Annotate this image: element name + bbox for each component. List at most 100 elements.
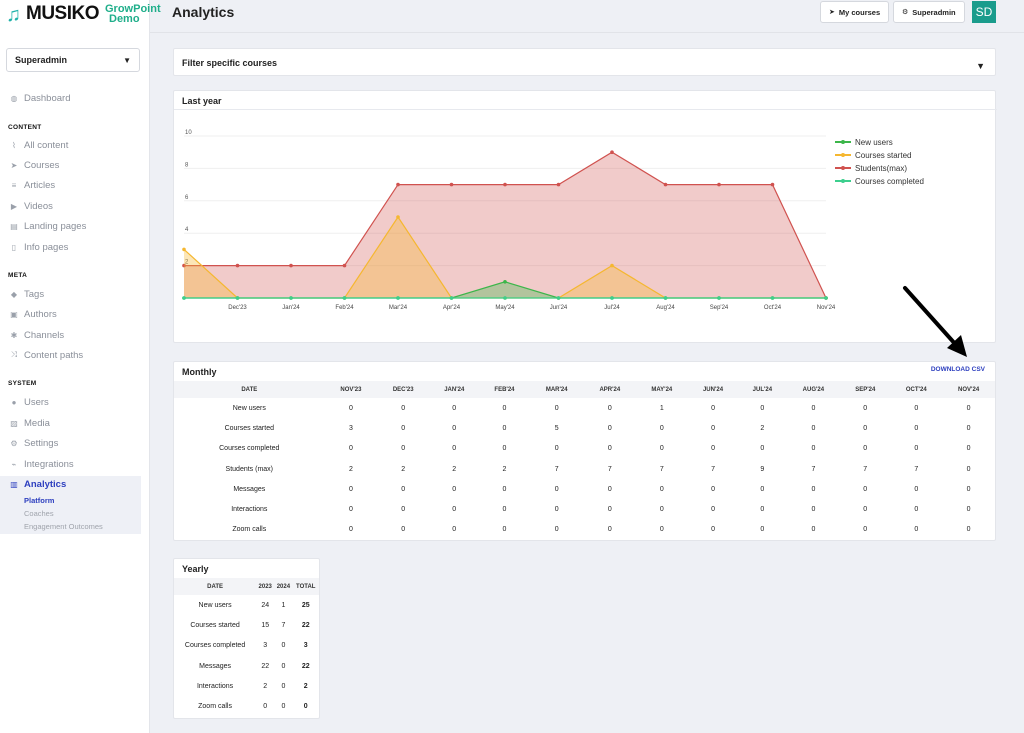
sidebar-item-label: Media	[24, 417, 50, 429]
x-tick-label: Apr'24	[443, 305, 461, 311]
data-point	[449, 296, 454, 300]
sidebar-item-dashboard[interactable]: ◍ Dashboard	[8, 91, 71, 105]
table-cell: 0	[659, 445, 664, 453]
row-label: Courses completed	[219, 445, 280, 453]
superadmin-label: Superadmin	[912, 7, 956, 17]
data-point	[556, 296, 561, 300]
column-header: TOTAL	[292, 578, 319, 595]
table-cell: 0	[607, 404, 612, 412]
sidebar-subitem-platform[interactable]: Platform	[24, 496, 55, 505]
sidebar-item-content-paths[interactable]: ⤨ Content paths	[8, 348, 83, 362]
table-cell: 0	[760, 445, 765, 453]
table-cell: 0	[263, 703, 268, 711]
column-header: 2023	[256, 578, 275, 595]
table-cell: 0	[711, 506, 715, 514]
table-cell: 1	[659, 404, 664, 412]
sidebar-item-authors[interactable]: ▣ Authors	[8, 307, 57, 321]
sidebar-item-courses[interactable]: ➤ Courses	[8, 158, 60, 172]
table-cell: 0	[711, 526, 715, 534]
active-nav-highlight	[0, 476, 141, 534]
table-cell: 0	[966, 424, 971, 432]
table-cell: 0	[452, 404, 457, 412]
role-select[interactable]: Superadmin ▼	[6, 48, 140, 72]
table-cell: 0	[401, 404, 406, 412]
row-label: Zoom calls	[198, 703, 232, 711]
column-header: MAY'24	[635, 381, 688, 398]
table-cell: 0	[281, 642, 286, 650]
data-point	[770, 182, 775, 187]
sidebar-item-tags[interactable]: ◆ Tags	[8, 287, 44, 301]
section-meta-heading: META	[8, 272, 28, 279]
data-point	[182, 263, 186, 268]
sidebar-item-info-pages[interactable]: ▯ Info pages	[8, 240, 69, 254]
row-label: Interactions	[196, 682, 234, 690]
data-point	[610, 263, 614, 268]
table-cell: 0	[303, 703, 308, 711]
sidebar-item-landing-pages[interactable]: ▤ Landing pages	[8, 219, 86, 233]
table-cell: 0	[281, 682, 286, 690]
table-cell: 0	[348, 485, 353, 493]
filter-courses-dropdown[interactable]: Filter specific courses ▼	[173, 48, 996, 76]
data-point	[342, 263, 347, 268]
table-cell: 0	[760, 506, 765, 514]
table-cell: 22	[301, 662, 310, 670]
table-row: New users 24 1 25	[174, 595, 319, 615]
sidebar-item-all-content[interactable]: ⌇ All content	[8, 138, 68, 152]
table-row: Students (max) 2 2 2 2 7 7 7 7 9 7 7 7 0	[174, 459, 995, 479]
row-label: Zoom calls	[232, 526, 267, 534]
download-csv-link[interactable]: DOWNLOAD CSV	[930, 366, 985, 373]
table-row: Courses started 3 0 0 0 5 0 0 0 2 0 0 0 0	[174, 418, 995, 438]
sidebar-item-settings[interactable]: ⚙ Settings	[8, 436, 58, 450]
table-cell: 0	[281, 703, 286, 711]
sidebar-item-channels[interactable]: ✱ Channels	[8, 328, 65, 342]
sidebar-item-label: Analytics	[24, 478, 67, 490]
my-courses-button[interactable]: ➤ My courses	[820, 1, 890, 23]
superadmin-button[interactable]: ⚙ Superadmin	[893, 1, 965, 23]
table-cell: 7	[607, 465, 612, 473]
rss-icon: ⌇	[12, 140, 16, 150]
table-header-row: DATE 2023 2024 TOTAL	[174, 578, 319, 595]
column-header: NOV'23	[324, 381, 378, 398]
avatar[interactable]: SD	[972, 1, 996, 23]
table-cell: 5	[554, 424, 559, 432]
legend-label: Students(max)	[855, 164, 907, 173]
asterisk-icon: ✱	[10, 330, 18, 340]
table-cell: 0	[760, 526, 765, 534]
brand-logo[interactable]: ♫ MUSIKO GrowPoint Demo	[6, 2, 161, 28]
sidebar-item-integrations[interactable]: ⌁ Integrations	[8, 457, 74, 471]
x-tick-label: Jun'24	[550, 305, 568, 311]
chevron-down-icon: ▼	[976, 61, 985, 71]
table-cell: 0	[914, 404, 919, 412]
sidebar-subitem-engagement-outcomes[interactable]: Engagement Outcomes	[24, 522, 103, 531]
play-icon: ▶	[10, 201, 18, 211]
table-cell: 0	[502, 485, 507, 493]
table-cell: 2	[502, 465, 507, 473]
table-cell: 7	[811, 465, 816, 473]
data-point	[449, 182, 454, 187]
table-cell: 2	[303, 682, 308, 690]
table-cell: 2	[760, 424, 765, 432]
x-tick-label: Aug'24	[656, 305, 675, 311]
my-courses-label: My courses	[838, 7, 881, 17]
table-row: Messages 22 0 22	[174, 656, 319, 676]
sidebar-item-users[interactable]: ● Users	[8, 395, 49, 409]
sidebar-item-label: Users	[24, 396, 49, 408]
dashboard-icon: ◍	[10, 93, 18, 103]
series-area	[184, 281, 826, 298]
sidebar-item-media[interactable]: ▨ Media	[8, 416, 50, 430]
table-cell: 0	[452, 485, 457, 493]
sidebar-item-label: Dashboard	[24, 92, 71, 104]
music-note-icon: ♫	[6, 4, 21, 26]
sidebar-subitem-coaches[interactable]: Coaches	[24, 509, 54, 518]
table-cell: 0	[607, 526, 612, 534]
table-cell: 0	[711, 424, 715, 432]
sidebar-item-analytics[interactable]: ▥ Analytics	[8, 477, 66, 491]
table-cell: 3	[303, 642, 308, 650]
x-tick-label: Oct'24	[764, 305, 782, 311]
chart-icon: ▥	[10, 479, 18, 489]
data-point	[610, 296, 614, 300]
sidebar-item-articles[interactable]: ≡ Articles	[8, 178, 56, 192]
sidebar-item-videos[interactable]: ▶ Videos	[8, 199, 53, 213]
table-cell: 0	[863, 526, 868, 534]
table-cell: 0	[811, 485, 816, 493]
